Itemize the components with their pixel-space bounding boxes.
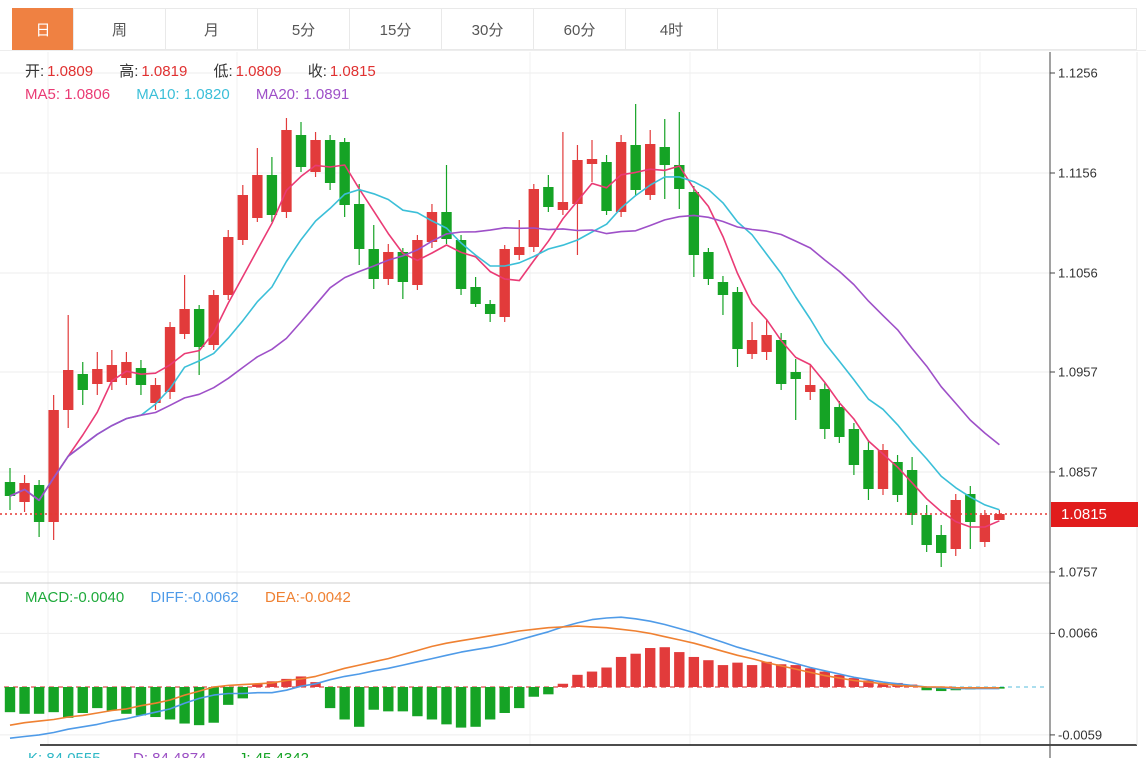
ohlc-legend: 开: 1.0809 高: 1.0819 低: 1.0809 收: 1.0815 <box>25 60 376 81</box>
low-value: 1.0809 <box>235 63 282 80</box>
dea-value: -0.0042 <box>299 589 351 606</box>
price-axis-label: 1.0757 <box>1058 564 1098 580</box>
price-axis-label: 1.0957 <box>1058 364 1098 380</box>
close-value: 1.0815 <box>329 63 376 80</box>
tab-60min[interactable]: 60分 <box>533 8 626 50</box>
high-label: 高: <box>119 63 139 80</box>
period-tabbar: 日 周 月 5分 15分 30分 60分 4时 <box>12 8 1137 50</box>
macd-label: MACD: <box>25 589 74 606</box>
kdj-row-clipped: K: 84.0555 D: 84.4874 J: 45.4342 <box>28 750 337 758</box>
tabbar-divider <box>0 50 1146 51</box>
macd-axis-label: 0.0066 <box>1058 625 1098 641</box>
ma10-value: 1.0820 <box>183 86 230 103</box>
tabbar-filler <box>717 8 1137 50</box>
open-label: 开: <box>25 63 45 80</box>
diff-label: DIFF: <box>150 589 188 606</box>
price-axis-label: 1.0857 <box>1058 464 1098 480</box>
low-label: 低: <box>213 63 233 80</box>
tab-4hour[interactable]: 4时 <box>625 8 718 50</box>
tab-day[interactable]: 日 <box>12 8 74 50</box>
open-value: 1.0809 <box>47 63 94 80</box>
tab-week[interactable]: 周 <box>73 8 166 50</box>
macd-value: -0.0040 <box>73 589 125 606</box>
kdj-fragment: K: 84.0555 <box>28 750 101 758</box>
kdj-fragment: D: 84.4874 <box>133 750 206 758</box>
ma20-label: MA20: <box>255 86 300 103</box>
tab-5min[interactable]: 5分 <box>257 8 350 50</box>
close-label: 收: <box>307 63 327 80</box>
dea-label: DEA: <box>264 589 300 606</box>
last-price-tag: 1.0815 <box>1051 501 1138 527</box>
tab-30min[interactable]: 30分 <box>441 8 534 50</box>
ma20-value: 1.0891 <box>303 86 350 103</box>
ma5-label: MA5: <box>25 86 61 103</box>
tab-month[interactable]: 月 <box>165 8 258 50</box>
macd-legend: MACD:-0.0040 DIFF:-0.0062 DEA:-0.0042 <box>25 589 351 606</box>
price-axis-label: 1.1056 <box>1058 265 1098 281</box>
diff-value: -0.0062 <box>187 589 239 606</box>
tab-15min[interactable]: 15分 <box>349 8 442 50</box>
price-axis-label: 1.1256 <box>1058 65 1098 81</box>
price-axis-label: 1.1156 <box>1058 165 1097 181</box>
ma5-value: 1.0806 <box>64 86 111 103</box>
kdj-fragment: J: 45.4342 <box>239 750 309 758</box>
high-value: 1.0819 <box>141 63 188 80</box>
ma10-label: MA10: <box>136 86 180 103</box>
macd-axis-label: -0.0059 <box>1058 727 1103 743</box>
ma-legend: MA5: 1.0806 MA10: 1.0820 MA20: 1.0891 <box>25 86 349 103</box>
